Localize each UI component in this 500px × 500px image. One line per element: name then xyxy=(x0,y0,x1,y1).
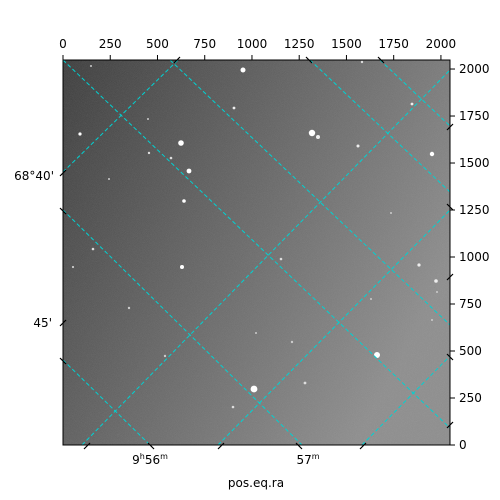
right-tick-label: 1000 xyxy=(459,250,490,264)
dec-label-68-40: 68°40' xyxy=(14,169,54,183)
dec-tick xyxy=(59,319,67,327)
edge-tick xyxy=(446,203,454,211)
star xyxy=(71,265,75,269)
top-tick-label: 1000 xyxy=(237,37,268,51)
star xyxy=(390,212,392,214)
edge-tick xyxy=(446,353,454,361)
star xyxy=(169,156,173,160)
star xyxy=(90,65,92,67)
grid-line xyxy=(379,60,450,127)
ra-label-57m: 57m xyxy=(296,452,319,467)
star xyxy=(356,144,360,148)
star xyxy=(434,279,438,283)
sky-image xyxy=(63,60,450,445)
grid-line xyxy=(63,60,450,429)
right-tick-label: 750 xyxy=(459,297,482,311)
top-axis: 0 250 500 750 1000 1250 1500 1750 2000 xyxy=(59,37,456,60)
top-tick-label: 1250 xyxy=(284,37,315,51)
edge-tick xyxy=(446,123,454,131)
edge-tick xyxy=(377,56,385,64)
plot-frame xyxy=(62,59,451,446)
dec-tick xyxy=(59,357,67,365)
ra-tick xyxy=(147,442,155,450)
right-axis: 0 250 500 750 1000 1250 1500 1750 2000 xyxy=(450,62,490,452)
ra-tick xyxy=(359,442,367,450)
star xyxy=(308,129,316,137)
top-tick-label: 0 xyxy=(59,37,67,51)
star xyxy=(303,381,307,385)
star xyxy=(250,385,258,393)
grid-line xyxy=(81,69,450,445)
grid-line xyxy=(217,209,450,445)
right-tick-label: 250 xyxy=(459,391,482,405)
star xyxy=(360,60,364,64)
star xyxy=(410,102,414,106)
right-tick-label: 1250 xyxy=(459,203,490,217)
right-tick-label: 0 xyxy=(459,438,467,452)
star xyxy=(108,178,110,180)
dec-tick xyxy=(59,207,67,215)
star xyxy=(147,118,149,120)
star xyxy=(180,265,184,269)
edge-tick xyxy=(446,273,454,281)
wcs-ticks xyxy=(59,56,454,450)
ra-tick xyxy=(83,442,91,450)
star xyxy=(429,151,435,157)
star xyxy=(290,340,294,344)
star xyxy=(370,298,372,300)
top-tick-label: 1750 xyxy=(378,37,409,51)
star xyxy=(436,291,438,293)
top-tick-label: 1500 xyxy=(331,37,362,51)
star xyxy=(182,199,186,203)
star xyxy=(232,106,236,110)
star xyxy=(186,168,192,174)
right-tick-label: 1750 xyxy=(459,109,490,123)
star xyxy=(240,67,246,73)
star xyxy=(178,140,184,146)
dec-label-45: 45' xyxy=(33,316,52,330)
star xyxy=(91,247,95,251)
edge-tick xyxy=(173,56,181,64)
edge-tick xyxy=(305,56,313,64)
star xyxy=(78,132,82,136)
grid-line xyxy=(63,359,151,445)
coordinate-grid xyxy=(63,60,450,445)
star xyxy=(316,135,320,139)
right-tick-label: 2000 xyxy=(459,62,490,76)
top-tick-label: 750 xyxy=(193,37,216,51)
right-tick-label: 500 xyxy=(459,344,482,358)
right-tick-label: 1500 xyxy=(459,156,490,170)
top-tick-label: 500 xyxy=(146,37,169,51)
ra-tick xyxy=(295,442,303,450)
star xyxy=(279,257,283,261)
edge-tick xyxy=(446,421,454,429)
star xyxy=(255,332,257,334)
grid-line xyxy=(169,60,450,326)
x-axis-label: pos.eq.ra xyxy=(228,476,284,490)
top-tick-label: 250 xyxy=(99,37,122,51)
star xyxy=(431,319,433,321)
ra-label-9h56m: 9h56m xyxy=(132,452,168,467)
dec-tick xyxy=(59,169,67,177)
star xyxy=(163,354,167,358)
grid-line xyxy=(361,355,450,445)
grid-line xyxy=(63,60,179,173)
star xyxy=(127,306,131,310)
star xyxy=(231,405,235,409)
top-tick-label: 2000 xyxy=(426,37,457,51)
stars xyxy=(71,60,438,409)
ra-tick xyxy=(217,442,225,450)
star xyxy=(147,151,151,155)
grid-line xyxy=(63,209,303,445)
star xyxy=(417,263,421,267)
